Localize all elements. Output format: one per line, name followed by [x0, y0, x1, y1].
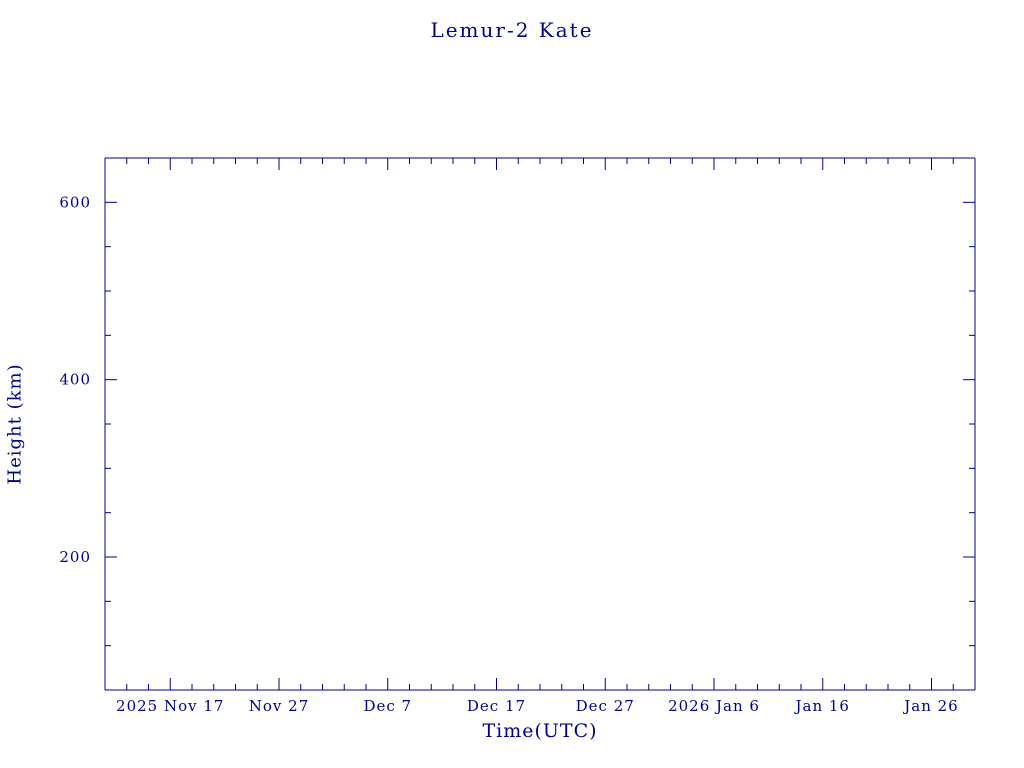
x-tick-label: Dec 27 [576, 697, 635, 715]
chart-title: Lemur-2 Kate [430, 18, 594, 42]
x-tick-label: Dec 7 [363, 697, 412, 715]
x-tick-label: Jan 16 [794, 697, 850, 715]
y-tick-label: 200 [59, 548, 91, 566]
x-tick-label: 2026 Jan 6 [668, 697, 760, 715]
x-tick-label: Nov 27 [249, 697, 310, 715]
x-tick-label: Dec 17 [467, 697, 526, 715]
x-tick-label: Jan 26 [902, 697, 958, 715]
x-axis-label: Time(UTC) [482, 720, 598, 742]
x-tick-label: 2025 Nov 17 [116, 697, 224, 715]
y-tick-label: 600 [59, 193, 91, 211]
y-tick-label: 400 [59, 371, 91, 389]
